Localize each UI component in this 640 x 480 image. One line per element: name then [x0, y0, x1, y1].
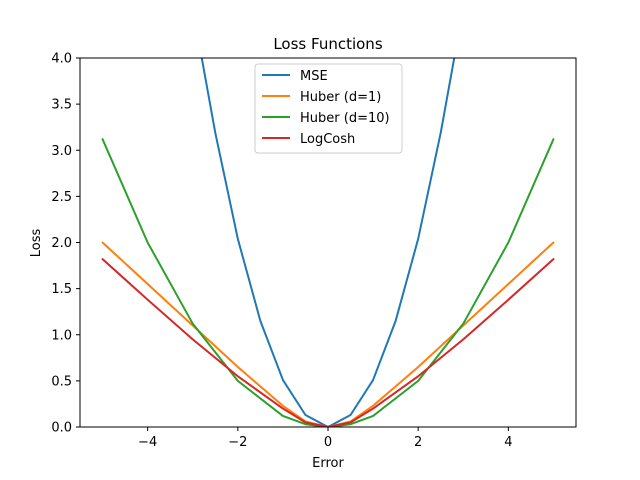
chart-title: Loss Functions [273, 35, 382, 53]
axes: −4 −2 0 2 4 0.0 0.5 1.0 1.5 2.0 2.5 3.0 3.5 4.0 [51, 52, 577, 450]
y-tick-label: 0.0 [51, 421, 72, 436]
y-tick-label: 2.0 [51, 236, 72, 251]
y-tick-label: 2.5 [51, 190, 72, 205]
plot-area [101, 58, 555, 427]
y-tick-label: 1.5 [51, 282, 72, 297]
y-tick-label: 3.0 [51, 144, 72, 159]
x-tick-label: 2 [414, 435, 422, 450]
x-tick-label: 0 [324, 435, 332, 450]
x-tick-label: −4 [138, 435, 157, 450]
series-line-1 [101, 241, 555, 427]
y-tick-label: 4.0 [51, 52, 72, 67]
legend-label-1: Huber (d=1) [300, 90, 381, 105]
legend-label-0: MSE [300, 69, 328, 84]
y-tick-label: 0.5 [51, 374, 72, 389]
series-lines [101, 58, 555, 427]
legend-label-2: Huber (d=10) [300, 111, 390, 126]
y-tick-label: 1.0 [51, 328, 72, 343]
series-line-0 [200, 58, 456, 427]
y-axis-label: Loss [29, 229, 44, 258]
x-tick-label: −2 [228, 435, 247, 450]
series-line-3 [101, 258, 555, 427]
x-axis-label: Error [312, 456, 344, 471]
legend-label-3: LogCosh [300, 132, 355, 147]
legend: MSE Huber (d=1) Huber (d=10) LogCosh [254, 63, 403, 154]
series-line-2 [101, 138, 555, 427]
x-tick-label: 4 [504, 435, 512, 450]
legend-box [254, 63, 403, 154]
y-tick-label: 3.5 [51, 98, 72, 113]
